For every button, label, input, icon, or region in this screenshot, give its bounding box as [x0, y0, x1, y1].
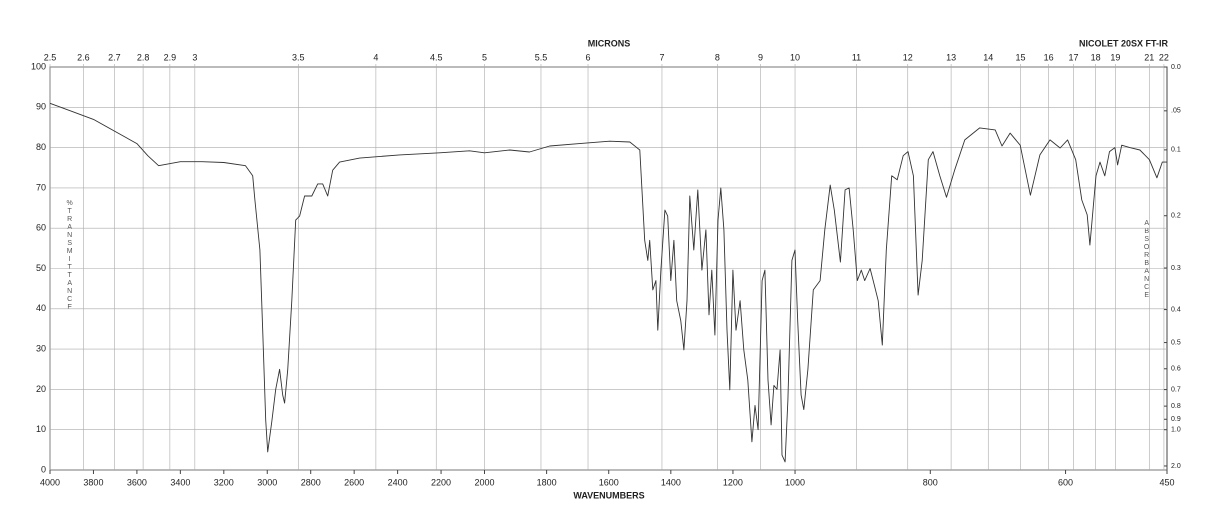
x2-tick-label: 8 — [715, 52, 720, 62]
x2-tick-label: 13 — [946, 52, 956, 62]
y2-tick-label: 0.7 — [1171, 386, 1181, 393]
x-tick-label: 2800 — [301, 477, 321, 487]
x2-tick-label: 3 — [192, 52, 197, 62]
x-tick-label: 1400 — [661, 477, 681, 487]
x-tick-label: 3600 — [127, 477, 147, 487]
y-tick-label: 30 — [36, 343, 46, 353]
x-tick-label: 1000 — [785, 477, 805, 487]
top-axis-title: MICRONS — [588, 38, 631, 48]
x2-tick-label: 11 — [852, 52, 861, 62]
x-tick-label: 2200 — [431, 477, 451, 487]
y-tick-label: 50 — [36, 263, 46, 273]
x-tick-label: 800 — [923, 477, 938, 487]
y-tick-label: 100 — [31, 61, 46, 71]
x2-tick-label: 3.5 — [292, 52, 305, 62]
x2-tick-label: 19 — [1110, 52, 1120, 62]
x2-tick-label: 2.9 — [164, 52, 177, 62]
y-tick-label: 0 — [41, 464, 46, 474]
x2-tick-label: 2.8 — [137, 52, 150, 62]
x2-tick-label: 5.5 — [535, 52, 548, 62]
y-tick-label: 20 — [36, 384, 46, 394]
x-tick-label: 600 — [1058, 477, 1073, 487]
y2-axis-title: ABSORBANCE — [1143, 220, 1150, 300]
x-tick-label: 4000 — [40, 477, 60, 487]
y-tick-label: 80 — [36, 142, 46, 152]
y2-tick-label: 0.2 — [1171, 213, 1181, 220]
y-tick-label: 10 — [36, 424, 46, 434]
x2-tick-label: 16 — [1044, 52, 1054, 62]
x-tick-label: 1800 — [537, 477, 557, 487]
x2-tick-label: 18 — [1091, 52, 1101, 62]
x-tick-label: 2600 — [344, 477, 364, 487]
x-tick-label: 3400 — [170, 477, 190, 487]
x2-tick-label: 5 — [482, 52, 487, 62]
x-tick-label: 3800 — [83, 477, 103, 487]
y2-tick-label: 0.0 — [1171, 64, 1181, 71]
x2-tick-label: 9 — [758, 52, 763, 62]
y-tick-label: 70 — [36, 182, 46, 192]
x2-tick-label: 6 — [586, 52, 591, 62]
y-tick-label: 90 — [36, 102, 46, 112]
y2-tick-label: 0.4 — [1171, 306, 1181, 313]
y2-tick-label: 1.0 — [1171, 427, 1181, 434]
y-tick-label: 40 — [36, 303, 46, 313]
y2-tick-label: 0.8 — [1171, 403, 1181, 410]
x-tick-label: 2000 — [474, 477, 494, 487]
x2-tick-label: 17 — [1069, 52, 1079, 62]
x-tick-label: 3000 — [257, 477, 277, 487]
y-axis-title: %TRANSMITTANCE — [66, 200, 73, 312]
chart-title: NICOLET 20SX FT-IR — [1079, 38, 1169, 48]
x2-tick-label: 4 — [373, 52, 378, 62]
y2-tick-label: 0.9 — [1171, 416, 1181, 423]
y2-tick-label: 0.5 — [1171, 339, 1181, 346]
x2-tick-label: 2.5 — [44, 52, 57, 62]
x2-tick-label: 2.7 — [108, 52, 121, 62]
y2-tick-label: 0.1 — [1171, 147, 1181, 154]
x2-tick-label: 10 — [790, 52, 800, 62]
x-tick-label: 450 — [1159, 477, 1174, 487]
y2-tick-label: 2.0 — [1171, 463, 1181, 470]
x2-tick-label: 22 — [1159, 52, 1169, 62]
x2-tick-label: 7 — [659, 52, 664, 62]
x2-tick-label: 2.6 — [77, 52, 90, 62]
x-tick-label: 1200 — [723, 477, 743, 487]
x-tick-label: 2400 — [388, 477, 408, 487]
y-tick-label: 60 — [36, 223, 46, 233]
y2-tick-label: 0.6 — [1171, 366, 1181, 373]
x-axis-title: WAVENUMBERS — [573, 490, 644, 500]
x2-tick-label: 14 — [983, 52, 993, 62]
x2-tick-label: 15 — [1015, 52, 1025, 62]
x2-tick-label: 12 — [903, 52, 913, 62]
x2-tick-label: 21 — [1144, 52, 1154, 62]
spectrum-line — [49, 102, 1167, 463]
x2-tick-label: 4.5 — [430, 52, 443, 62]
y2-tick-label: 0.3 — [1171, 265, 1181, 272]
x-tick-label: 3200 — [214, 477, 234, 487]
x-tick-label: 1600 — [599, 477, 619, 487]
y2-tick-label: .05 — [1171, 108, 1181, 115]
